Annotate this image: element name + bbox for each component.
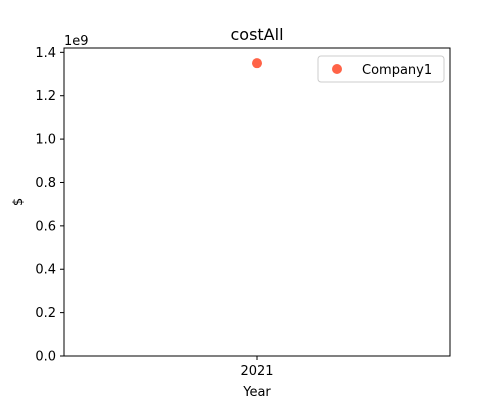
axis-ticks: 0.0 0.2 0.4 0.6 0.8 1.0 1.2 1.4 2021 [35,46,273,379]
legend: Company1 [317,55,445,83]
y-tick-label: 0.0 [35,350,56,365]
y-tick-label: 0.8 [35,176,56,191]
y-tick-label: 0.4 [35,263,56,278]
data-points [252,58,262,69]
legend-frame [317,55,445,83]
y-axis-label: $ [11,198,26,206]
plot-area-frame [63,47,451,357]
y-axis-offset-label: 1e9 [64,34,89,49]
y-tick-label: 0.2 [35,306,56,321]
y-tick-label: 1.2 [35,89,56,104]
legend-label: Company1 [362,63,432,78]
x-axis-label: Year [242,385,271,400]
y-tick-label: 1.4 [35,46,56,61]
x-tick-label: 2021 [240,364,273,379]
legend-marker [332,64,342,74]
y-tick-label: 1.0 [35,133,56,148]
data-point [252,58,262,69]
y-tick-label: 0.6 [35,219,56,234]
chart-title: costAll [230,25,283,44]
